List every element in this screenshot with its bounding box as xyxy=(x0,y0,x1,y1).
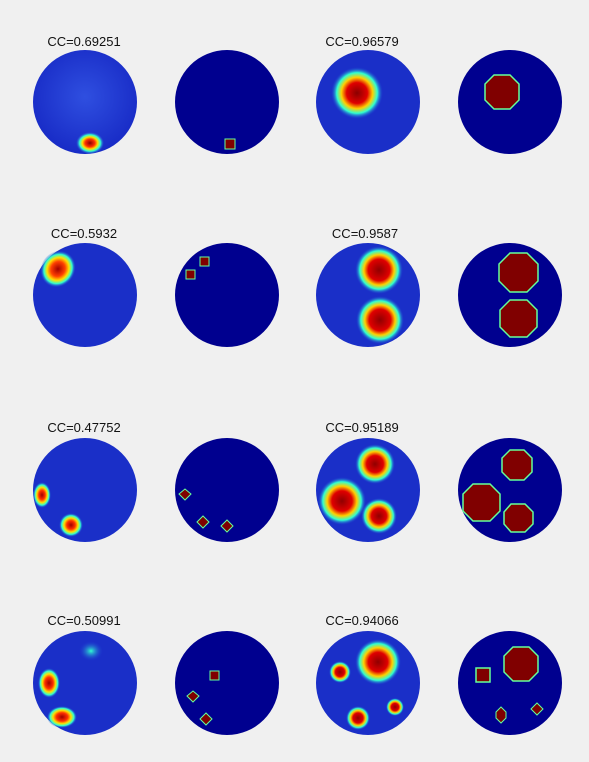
ground-truth-disc xyxy=(458,50,562,154)
reconstruction-disc xyxy=(316,631,420,735)
reconstruction-disc xyxy=(316,50,420,154)
ground-truth-disc xyxy=(175,438,279,542)
ground-truth-disc xyxy=(458,631,562,735)
ground-truth-disc xyxy=(175,631,279,735)
ground-truth-disc xyxy=(458,438,562,542)
reconstruction-disc xyxy=(33,50,137,154)
cc-label-row2-right: CC=0.9587 xyxy=(331,226,399,241)
cc-label-row1-left: CC=0.69251 xyxy=(47,34,121,49)
reconstruction-disc xyxy=(33,631,137,735)
cc-label-row4-right: CC=0.94066 xyxy=(325,613,399,628)
reconstruction-disc xyxy=(33,438,137,542)
cc-label-row3-left: CC=0.47752 xyxy=(47,420,121,435)
ground-truth-disc xyxy=(175,243,279,347)
cc-label-row1-right: CC=0.96579 xyxy=(325,34,399,49)
reconstruction-disc xyxy=(33,243,137,347)
cc-label-row3-right: CC=0.95189 xyxy=(325,420,399,435)
reconstruction-disc xyxy=(316,243,420,347)
cc-label-row2-left: CC=0.5932 xyxy=(50,226,118,241)
reconstruction-disc xyxy=(316,438,420,542)
ground-truth-disc xyxy=(458,243,562,347)
ground-truth-disc xyxy=(175,50,279,154)
cc-label-row4-left: CC=0.50991 xyxy=(47,613,121,628)
